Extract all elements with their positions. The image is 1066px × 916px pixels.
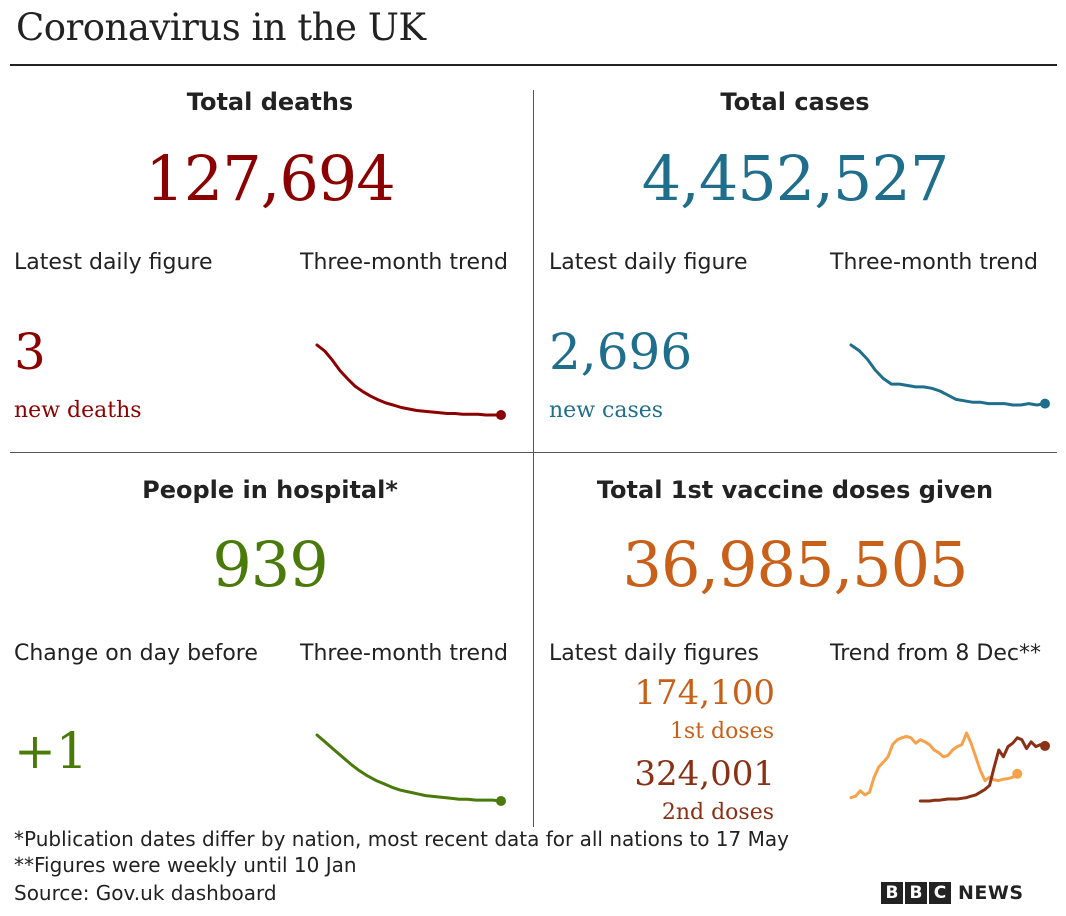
cases-latest-label: Latest daily figure: [549, 250, 748, 275]
hospital-trend-label: Three-month trend: [300, 641, 508, 666]
cases-title: Total cases: [720, 88, 870, 116]
trend-line: [918, 736, 1047, 803]
deaths-trend-chart: [315, 343, 506, 420]
trend-end-point: [496, 796, 506, 806]
deaths-latest-label: Latest daily figure: [14, 250, 213, 275]
logo-letter: C: [929, 882, 951, 904]
deaths-latest-value: 3: [14, 323, 46, 381]
vaccine-second-value: 324,001: [634, 754, 775, 794]
trend-end-point: [496, 410, 506, 420]
trend-line: [315, 733, 503, 803]
cases-total: 4,452,527: [641, 142, 950, 215]
source-note: Source: Gov.uk dashboard: [14, 881, 277, 905]
hospital-total: 939: [212, 528, 328, 601]
horizontal-divider: [10, 452, 1057, 453]
logo-letter: B: [905, 882, 927, 904]
bbc-news-logo: B B C NEWS: [881, 882, 1024, 904]
footnote-publication: *Publication dates differ by nation, mos…: [14, 827, 789, 851]
deaths-trend-label: Three-month trend: [300, 250, 508, 275]
logo-word: NEWS: [958, 882, 1024, 904]
trend-line: [315, 343, 503, 417]
vaccine-first-value: 174,100: [634, 673, 775, 713]
cases-trend-chart: [849, 343, 1050, 409]
trend-line: [849, 343, 1047, 407]
trend-end-point: [1012, 768, 1023, 779]
vaccine-trend-chart: [849, 731, 1050, 803]
hospital-latest-label: Change on day before: [14, 641, 258, 666]
deaths-title: Total deaths: [186, 88, 354, 116]
vaccine-trend-label: Trend from 8 Dec**: [830, 641, 1041, 666]
hospital-trend-chart: [315, 733, 506, 806]
vaccine-title: Total 1st vaccine doses given: [596, 476, 994, 504]
footnote-weekly: **Figures were weekly until 10 Jan: [14, 853, 357, 877]
trend-line: [849, 731, 1019, 800]
cases-latest-value: 2,696: [549, 323, 693, 381]
trend-end-point: [1040, 740, 1050, 751]
vaccine-total: 36,985,505: [622, 528, 969, 601]
vertical-divider: [533, 90, 534, 827]
cases-trend-label: Three-month trend: [830, 250, 1038, 275]
title-rule: [10, 64, 1057, 66]
deaths-latest-note: new deaths: [14, 398, 142, 423]
hospital-latest-value: +1: [14, 722, 88, 780]
vaccine-latest-label: Latest daily figures: [549, 641, 759, 666]
deaths-total: 127,694: [145, 142, 395, 215]
cases-latest-note: new cases: [549, 398, 664, 423]
logo-letter: B: [881, 882, 903, 904]
trend-end-point: [1040, 398, 1050, 409]
vaccine-second-note: 2nd doses: [661, 800, 774, 825]
hospital-title: People in hospital*: [142, 476, 398, 504]
page-title: Coronavirus in the UK: [16, 6, 426, 49]
vaccine-first-note: 1st doses: [669, 719, 774, 744]
